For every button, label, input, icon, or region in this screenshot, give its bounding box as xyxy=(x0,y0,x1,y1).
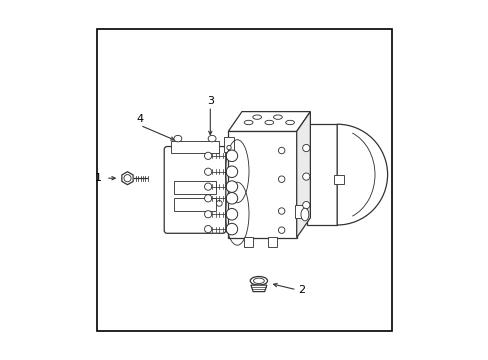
Circle shape xyxy=(204,211,211,218)
Circle shape xyxy=(302,173,309,180)
Circle shape xyxy=(225,193,237,204)
Circle shape xyxy=(302,202,309,209)
Ellipse shape xyxy=(174,135,182,142)
Bar xyxy=(268,237,277,247)
Bar xyxy=(208,139,216,141)
Bar xyxy=(228,131,296,238)
Bar xyxy=(224,137,234,152)
Polygon shape xyxy=(250,285,266,292)
Ellipse shape xyxy=(250,276,267,285)
Ellipse shape xyxy=(273,115,282,119)
Circle shape xyxy=(278,227,285,233)
Ellipse shape xyxy=(264,120,273,125)
Bar xyxy=(306,124,337,225)
Circle shape xyxy=(204,225,211,233)
Ellipse shape xyxy=(244,120,252,125)
Circle shape xyxy=(278,176,285,183)
Circle shape xyxy=(123,175,131,182)
Circle shape xyxy=(226,145,231,150)
Circle shape xyxy=(302,144,309,152)
Circle shape xyxy=(225,223,237,235)
Circle shape xyxy=(204,152,211,159)
Bar xyxy=(294,205,303,219)
Bar xyxy=(173,181,216,194)
Bar xyxy=(174,139,182,141)
Circle shape xyxy=(216,201,222,206)
Bar xyxy=(173,198,216,211)
Circle shape xyxy=(225,181,237,192)
Bar xyxy=(333,175,344,184)
Circle shape xyxy=(225,166,237,177)
Ellipse shape xyxy=(253,278,264,284)
Ellipse shape xyxy=(252,115,261,119)
Circle shape xyxy=(278,147,285,154)
Text: 2: 2 xyxy=(298,285,305,295)
Polygon shape xyxy=(228,112,310,131)
Circle shape xyxy=(225,208,237,220)
Ellipse shape xyxy=(208,135,216,142)
Ellipse shape xyxy=(300,208,308,221)
Ellipse shape xyxy=(285,120,294,125)
Circle shape xyxy=(225,150,237,162)
Bar xyxy=(97,29,391,331)
Polygon shape xyxy=(296,112,310,238)
Circle shape xyxy=(204,168,211,175)
Text: 1: 1 xyxy=(95,173,102,183)
Text: 4: 4 xyxy=(136,114,143,124)
Circle shape xyxy=(204,183,211,190)
Polygon shape xyxy=(122,172,133,185)
FancyBboxPatch shape xyxy=(164,147,225,233)
Wedge shape xyxy=(337,124,387,225)
Text: 3: 3 xyxy=(206,96,213,106)
Circle shape xyxy=(278,208,285,214)
Circle shape xyxy=(204,195,211,202)
Bar xyxy=(244,237,253,247)
Bar xyxy=(171,141,218,153)
